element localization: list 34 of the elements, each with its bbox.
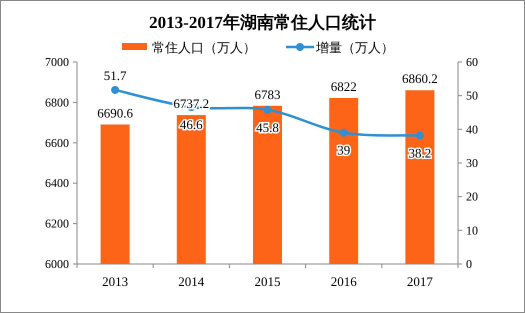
y2-tick-label: 20	[466, 190, 478, 204]
y-tick-label: 6200	[45, 216, 69, 231]
x-tick-label: 2015	[254, 274, 280, 289]
y-tick-label: 6400	[45, 176, 69, 190]
data-label: 45.8	[256, 120, 279, 135]
y2-tick-label: 10	[466, 223, 478, 238]
x-tick-label: 2016	[330, 274, 358, 289]
x-tick-label: 2017	[406, 274, 434, 289]
y2-tick-label: 40	[466, 122, 478, 136]
point	[416, 131, 424, 140]
y-tick-label: 7000	[45, 55, 69, 69]
x-tick-label: 2014	[178, 274, 205, 289]
point	[111, 86, 120, 94]
y2-tick-label: 50	[466, 88, 478, 103]
data-label: 6860.2	[402, 71, 438, 86]
legend-label: 常住人口（万人）	[152, 40, 256, 55]
data-label: 6783	[254, 86, 280, 102]
data-label: 38.2	[408, 145, 432, 160]
y2-tick-label: 0	[466, 257, 472, 271]
y2-tick-label: 60	[466, 55, 478, 69]
y2-tick-label: 30	[466, 156, 478, 170]
point	[340, 128, 348, 137]
data-label: 6690.6	[97, 106, 134, 120]
legend-label: 增量（万人）	[315, 40, 394, 55]
data-label: 51.7	[104, 68, 127, 83]
point	[264, 106, 272, 114]
y-tick-label: 6800	[45, 95, 69, 110]
data-label: 6822	[330, 78, 357, 94]
data-label: 46.6	[180, 117, 204, 132]
chart-title: 2013-2017年湖南常住人口统计	[149, 13, 376, 32]
y-tick-label: 6600	[45, 136, 69, 150]
x-tick-label: 2013	[102, 274, 128, 289]
data-label: 39	[337, 142, 350, 158]
y-tick-label: 6000	[45, 257, 69, 271]
